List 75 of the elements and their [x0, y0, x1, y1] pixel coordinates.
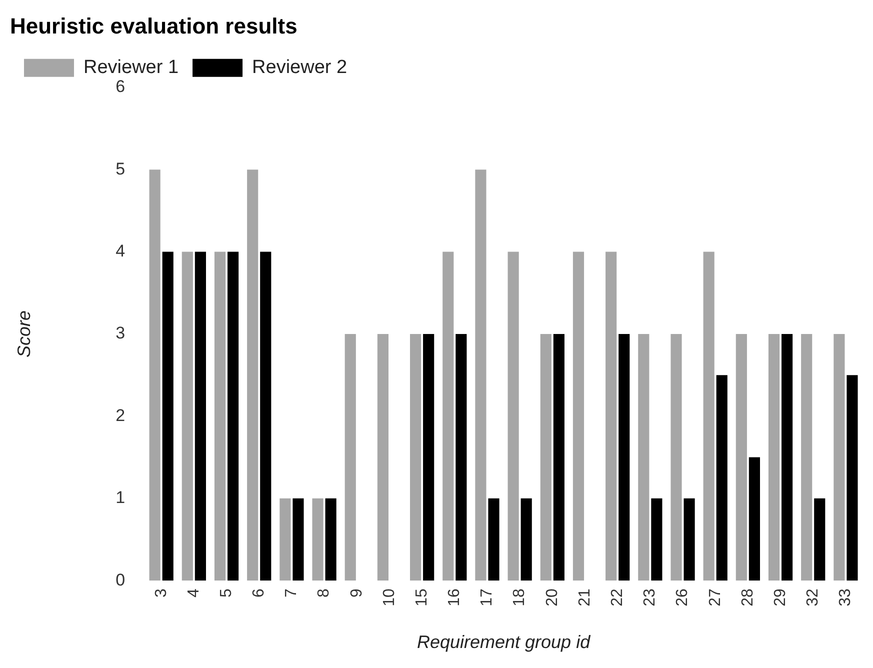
x-tick-label: 8 — [316, 588, 333, 598]
y-axis-title: Score — [14, 310, 34, 358]
x-tick-label: 33 — [837, 588, 854, 606]
x-tick-label: 18 — [511, 588, 528, 606]
bar — [606, 252, 617, 581]
bar — [736, 334, 747, 581]
x-tick-label: 23 — [642, 588, 659, 606]
x-tick-label: 32 — [804, 588, 822, 606]
bar — [247, 170, 258, 581]
x-tick-label: 17 — [478, 588, 496, 606]
bar — [716, 375, 728, 581]
bar — [553, 334, 564, 581]
bar — [475, 170, 486, 581]
bar — [410, 334, 422, 581]
x-tick-label: 6 — [250, 588, 268, 598]
bar — [456, 334, 467, 581]
x-tick-label: 26 — [674, 588, 692, 606]
y-tick-label: 4 — [116, 241, 126, 260]
bar — [292, 498, 304, 581]
y-tick-label: 3 — [116, 324, 126, 343]
bar — [182, 252, 193, 581]
bar — [423, 334, 434, 581]
bar — [194, 252, 206, 581]
bar — [508, 252, 519, 581]
x-tick-label: 7 — [283, 588, 300, 598]
y-tick-label: 1 — [116, 488, 126, 508]
bar — [520, 498, 532, 581]
bar — [149, 170, 160, 581]
x-tick-label: 28 — [739, 588, 756, 606]
y-tick-label: 6 — [116, 77, 126, 96]
bar — [344, 334, 356, 581]
x-tick-label: 22 — [608, 588, 626, 606]
x-tick-label: 15 — [413, 588, 430, 606]
bar — [214, 252, 226, 581]
bar — [748, 457, 760, 581]
bar — [768, 334, 780, 581]
x-tick-label: 20 — [544, 588, 561, 606]
bar — [162, 252, 174, 581]
x-tick-label: 10 — [380, 588, 398, 606]
bar — [684, 498, 695, 581]
x-tick-label: 5 — [218, 588, 235, 598]
bar — [801, 334, 812, 581]
bar — [280, 498, 291, 581]
x-tick-label: 21 — [576, 588, 594, 606]
bar — [638, 334, 650, 581]
legend-label: Reviewer 1 — [84, 57, 179, 78]
x-tick-label: 27 — [706, 588, 724, 606]
x-axis-title: Requirement group id — [416, 632, 592, 652]
bar — [325, 498, 336, 581]
bar — [228, 252, 239, 581]
bar — [488, 498, 500, 581]
bar — [260, 252, 272, 581]
x-tick-label: 9 — [348, 588, 366, 598]
bar — [377, 334, 388, 581]
x-tick-label: 4 — [185, 588, 202, 598]
y-tick-label: 5 — [116, 159, 126, 178]
y-tick-label: 2 — [116, 406, 126, 425]
bar — [703, 252, 714, 581]
bar — [670, 334, 682, 581]
bar — [782, 334, 793, 581]
bar — [814, 498, 826, 581]
bar — [442, 252, 454, 581]
bar — [846, 375, 858, 581]
bar — [540, 334, 552, 581]
chart-title: Heuristic evaluation results — [10, 13, 298, 38]
bar — [618, 334, 630, 581]
bar — [834, 334, 845, 581]
bar — [651, 498, 662, 581]
bar — [312, 498, 324, 581]
y-tick-label: 0 — [116, 570, 126, 590]
bar — [572, 252, 584, 581]
legend-label: Reviewer 2 — [252, 57, 348, 78]
x-tick-label: 29 — [772, 588, 789, 606]
x-tick-label: 16 — [446, 588, 464, 606]
x-tick-label: 3 — [152, 588, 170, 598]
